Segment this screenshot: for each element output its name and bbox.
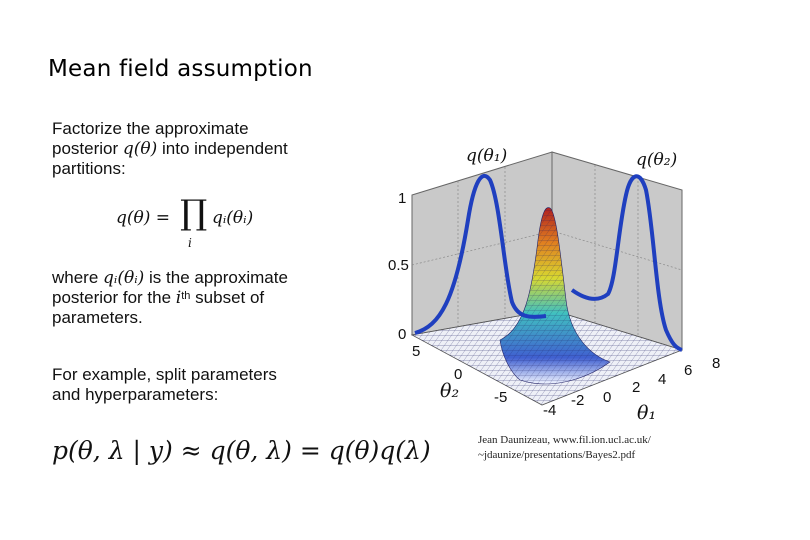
marginal-q-theta2-curve [570,174,683,352]
wall-grid [411,165,683,337]
credit-line: Jean Daunizeau, www.fil.ion.ucl.ac.uk/ [478,434,651,446]
theta1-tick: 8 [712,355,721,372]
theta2-axis-label: θ₂ [440,380,460,402]
paragraph-factorize: Factorize the approximate posterior q(θ)… [52,119,288,179]
product-subscript: i [188,236,192,250]
text-line: where qᵢ(θᵢ) is the approximate [52,268,288,288]
theta1-tick: 2 [632,379,641,396]
text-line: Factorize the approximate [52,119,249,138]
credit-line: ~jdaunize/presentations/Bayes2.pdf [478,449,636,461]
theta2-tick: 5 [412,343,421,360]
text-line: For example, split parameters [52,365,277,384]
z-tick: 0 [398,326,407,343]
paragraph-where: where qᵢ(θᵢ) is the approximate posterio… [52,268,288,328]
superscript-th: th [181,290,191,302]
text-span: posterior [52,139,119,158]
z-tick: 1 [398,190,407,207]
marginal-q-theta1-curve [414,173,547,335]
text-line: and hyperparameters: [52,385,219,404]
math-qi-thetai: qᵢ(θᵢ) [103,268,145,288]
theta1-tick: 6 [684,362,693,379]
label-q-theta2: q(θ₂) [636,150,678,170]
label-q-theta1: q(θ₁) [466,146,508,166]
product-rhs: qᵢ(θᵢ) [212,208,254,228]
product-lhs: q(θ) = [116,208,171,228]
theta1-tick: -2 [571,392,585,409]
text-line: posterior for the ith subset of [52,288,288,308]
paragraph-example: For example, split parameters and hyperp… [52,365,277,405]
theta2-tick: -5 [494,389,508,406]
math-i: i [175,288,182,308]
surface-plot [410,151,684,406]
text-span: into independent [162,139,288,158]
text-line: posterior q(θ) into independent [52,139,288,159]
text-span: posterior for the [52,288,172,307]
text-span: subset of [195,288,265,307]
bottom-equation: p(θ, λ | y) ≈ q(θ, λ) = q(θ)q(λ) [52,436,431,465]
math-q-theta: q(θ) [122,139,158,159]
theta2-tick: 0 [454,366,463,383]
text-line: partitions: [52,159,126,178]
theta1-tick: 4 [658,371,667,388]
product-symbol: ∏ [180,193,208,233]
theta1-tick: 0 [603,389,612,406]
text-line: parameters. [52,308,143,327]
theta1-axis-label: θ₁ [637,402,657,424]
slide-title: Mean field assumption [48,56,313,82]
z-tick: 0.5 [388,257,409,274]
theta1-tick: -4 [543,402,557,419]
text-span: is the approximate [149,268,288,287]
source-credit: Jean Daunizeau, www.fil.ion.ucl.ac.uk/ ~… [478,433,651,463]
text-span: where [52,268,99,287]
